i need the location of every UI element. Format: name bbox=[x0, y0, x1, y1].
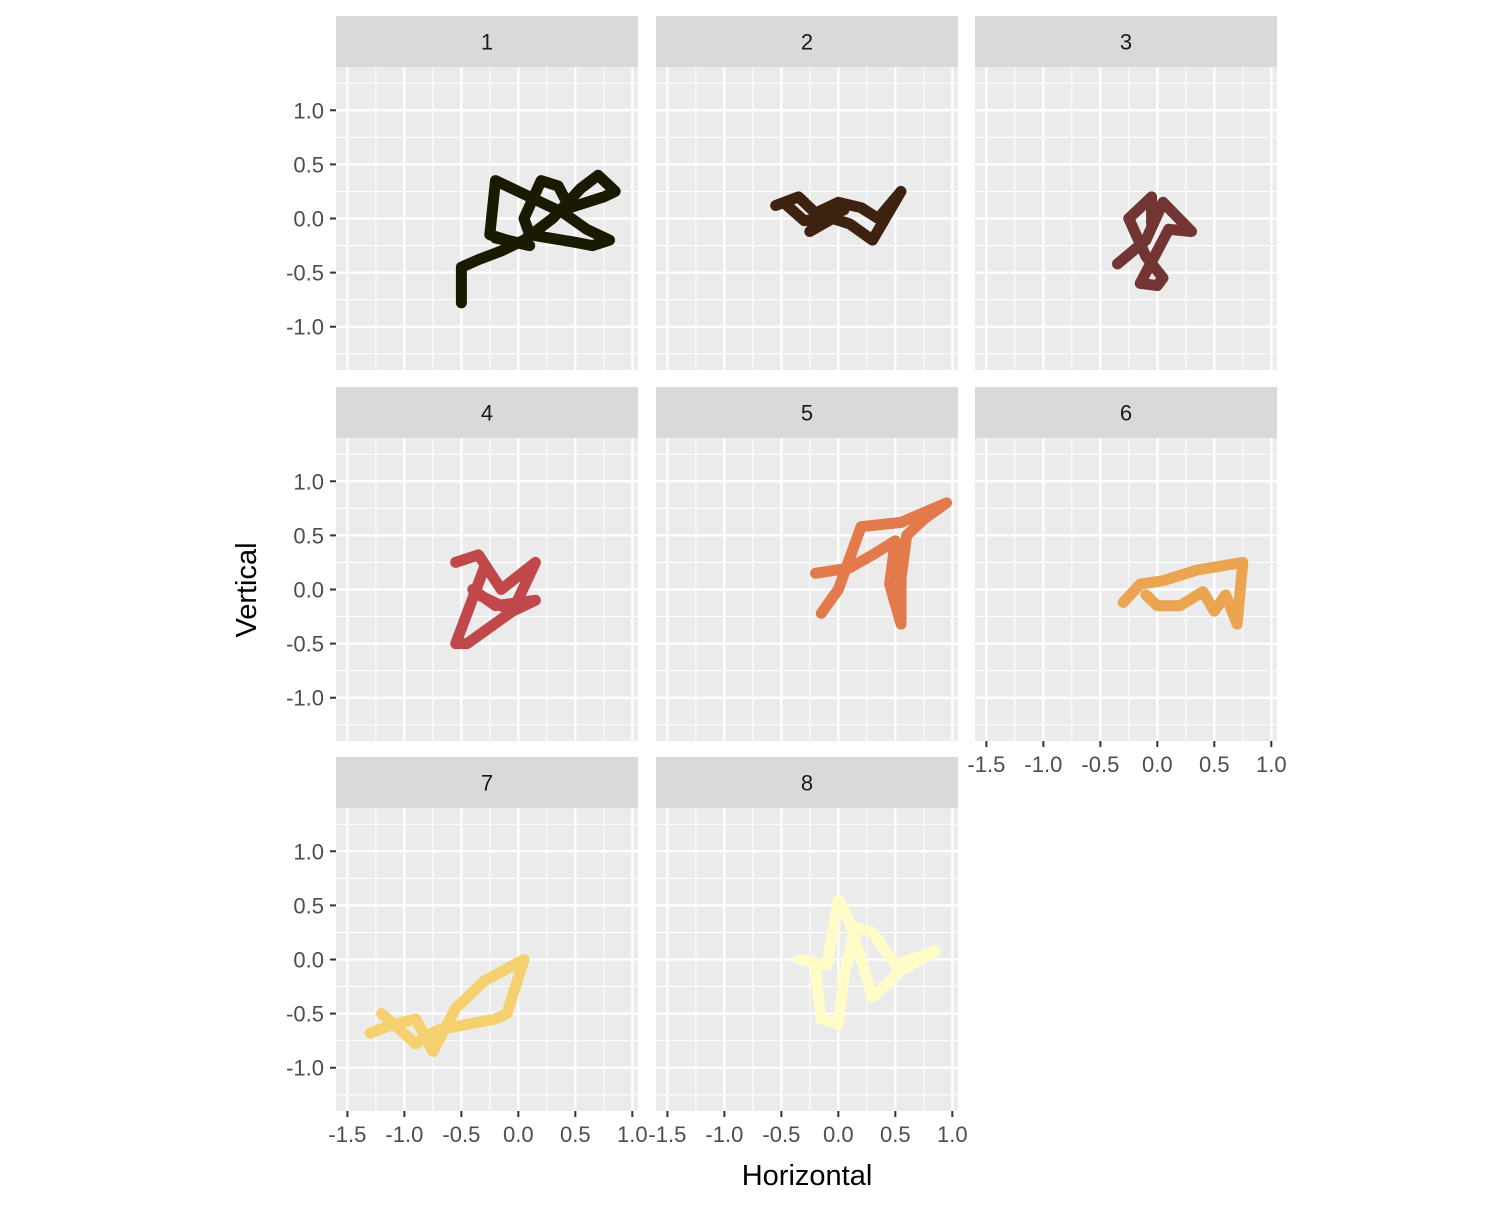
facet-strip-label: 6 bbox=[1120, 401, 1132, 426]
x-tick-label: 0.5 bbox=[560, 1122, 591, 1147]
x-axis-title: Horizontal bbox=[742, 1160, 873, 1192]
x-tick-label: -0.5 bbox=[762, 1122, 800, 1147]
facet-panel-3: 3 bbox=[975, 16, 1277, 370]
series-path-6 bbox=[1117, 556, 1249, 630]
y-tick-label: -1.0 bbox=[286, 315, 324, 340]
series-path-5 bbox=[810, 497, 953, 630]
y-tick-label: -0.5 bbox=[286, 632, 324, 657]
series-path-3 bbox=[1112, 191, 1197, 292]
facet-strip-label: 3 bbox=[1120, 30, 1132, 55]
y-tick-label: 1.0 bbox=[293, 839, 324, 864]
y-tick-label: 0.5 bbox=[293, 893, 324, 918]
facet-panel-2: 2 bbox=[656, 16, 958, 370]
facet-strip bbox=[336, 16, 638, 67]
x-tick-label: 1.0 bbox=[1256, 752, 1287, 777]
facet-panels: 1 -1.0 -0.5 0.0 0.5 1.0 2 3 4 -1.0 -0.5 0.0 0.5 1.0 5 6… bbox=[286, 16, 1287, 1147]
facet-strip-label: 5 bbox=[801, 401, 813, 426]
series-path-2 bbox=[770, 185, 907, 246]
y-tick-label: 0.5 bbox=[293, 523, 324, 548]
facet-strip bbox=[656, 16, 958, 67]
series-path-8 bbox=[793, 894, 941, 1030]
y-tick-label: 1.0 bbox=[293, 469, 324, 494]
facet-strip bbox=[975, 16, 1277, 67]
series-path-1 bbox=[455, 169, 621, 309]
x-tick-label: -1.0 bbox=[1024, 752, 1062, 777]
facet-strip-label: 8 bbox=[801, 771, 813, 796]
facet-panel-4: 4 -1.0 -0.5 0.0 0.5 1.0 bbox=[286, 387, 638, 741]
y-tick-label: 0.0 bbox=[293, 207, 324, 232]
x-tick-label: 0.5 bbox=[1199, 752, 1230, 777]
x-tick-label: -1.5 bbox=[648, 1122, 686, 1147]
facet-strip bbox=[656, 757, 958, 808]
x-tick-label: 0.0 bbox=[823, 1122, 854, 1147]
facet-strip-label: 2 bbox=[801, 30, 813, 55]
facet-strip-label: 1 bbox=[481, 30, 493, 55]
x-tick-label: -1.0 bbox=[705, 1122, 743, 1147]
series-path-7 bbox=[364, 954, 530, 1057]
facet-strip bbox=[656, 387, 958, 438]
facet-strip-label: 4 bbox=[481, 401, 493, 426]
facet-strip bbox=[336, 757, 638, 808]
x-tick-label: 0.5 bbox=[880, 1122, 911, 1147]
facet-panel-8: 8 -1.5 -1.0 -0.5 0.0 0.5 1.0 bbox=[648, 757, 968, 1147]
y-tick-label: -0.5 bbox=[286, 1002, 324, 1027]
facet-strip bbox=[336, 387, 638, 438]
x-tick-label: 0.0 bbox=[503, 1122, 534, 1147]
y-tick-label: -0.5 bbox=[286, 261, 324, 286]
x-tick-label: -1.5 bbox=[328, 1122, 366, 1147]
series-path-4 bbox=[450, 549, 541, 650]
y-tick-label: -1.0 bbox=[286, 686, 324, 711]
x-tick-label: 0.0 bbox=[1142, 752, 1173, 777]
y-tick-label: -1.0 bbox=[286, 1056, 324, 1081]
y-tick-label: 1.0 bbox=[293, 98, 324, 123]
facet-panel-6: 6 -1.5 -1.0 -0.5 0.0 0.5 1.0 bbox=[967, 387, 1287, 777]
y-tick-label: 0.0 bbox=[293, 578, 324, 603]
x-tick-label: -0.5 bbox=[1081, 752, 1119, 777]
x-tick-label: -1.0 bbox=[385, 1122, 423, 1147]
y-axis-title: Vertical bbox=[231, 542, 263, 637]
x-tick-label: -1.5 bbox=[967, 752, 1005, 777]
facet-panel-5: 5 bbox=[656, 387, 958, 741]
y-tick-label: 0.0 bbox=[293, 948, 324, 973]
x-tick-label: -0.5 bbox=[442, 1122, 480, 1147]
facet-strip-label: 7 bbox=[481, 771, 493, 796]
y-tick-label: 0.5 bbox=[293, 152, 324, 177]
facet-strip bbox=[975, 387, 1277, 438]
x-tick-label: 1.0 bbox=[617, 1122, 648, 1147]
facet-panel-7: 7 -1.0 -0.5 0.0 0.5 1.0 -1.5 -1.0 -0.5 0.0 0.5 1.0 bbox=[286, 757, 648, 1147]
x-tick-label: 1.0 bbox=[937, 1122, 968, 1147]
facet-panel-1: 1 -1.0 -0.5 0.0 0.5 1.0 bbox=[286, 16, 638, 370]
